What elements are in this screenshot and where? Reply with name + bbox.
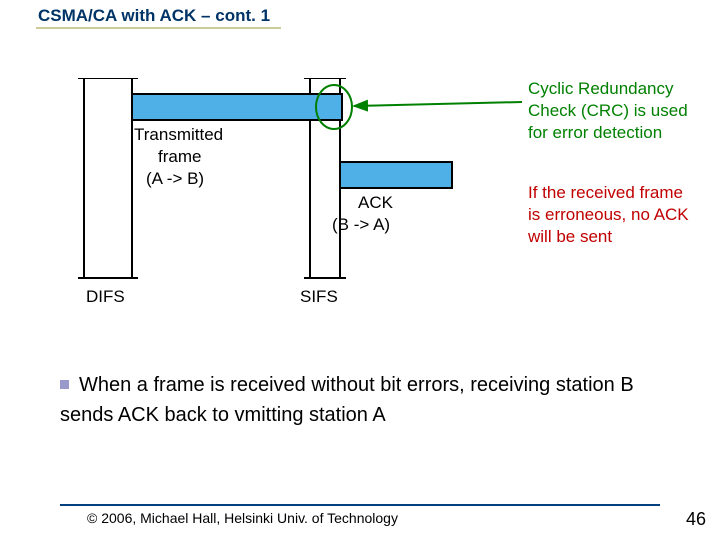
page-number: 46 <box>686 509 706 530</box>
ack-rect <box>340 162 452 188</box>
label-err-2: is erroneous, no ACK <box>528 205 689 224</box>
label-sifs: SIFS <box>300 287 338 306</box>
label-tx-1: Transmitted <box>134 125 223 144</box>
label-crc-3: for error detection <box>528 123 662 142</box>
label-tx-2: frame <box>158 147 201 166</box>
label-tx-3: (A -> B) <box>146 169 204 188</box>
label-difs: DIFS <box>86 287 125 306</box>
timing-diagram: DIFS SIFS Transmitted frame (A -> B) ACK… <box>78 78 702 338</box>
slide-title: CSMA/CA with ACK – cont. 1 <box>38 6 270 26</box>
footer-text: © 2006, Michael Hall, Helsinki Univ. of … <box>87 510 398 526</box>
label-crc-1: Cyclic Redundancy <box>528 79 674 98</box>
slide-root: CSMA/CA with ACK – cont. 1 DIFS SIFS Tra… <box>0 0 720 540</box>
label-err-3: will be sent <box>527 227 612 246</box>
label-err-1: If the received frame <box>528 183 683 202</box>
bullet-row: When a frame is received without bit err… <box>60 370 680 430</box>
label-crc-2: Check (CRC) is used <box>528 101 688 120</box>
frame-rect <box>132 94 342 120</box>
label-ack-2: (B -> A) <box>332 215 390 234</box>
bullet-text: When a frame is received without bit err… <box>60 374 634 426</box>
label-ack-1: ACK <box>358 193 394 212</box>
footer-rule <box>60 504 660 506</box>
title-underline <box>36 27 281 29</box>
bullet-square-icon <box>60 380 69 389</box>
crc-arrow <box>354 102 522 106</box>
